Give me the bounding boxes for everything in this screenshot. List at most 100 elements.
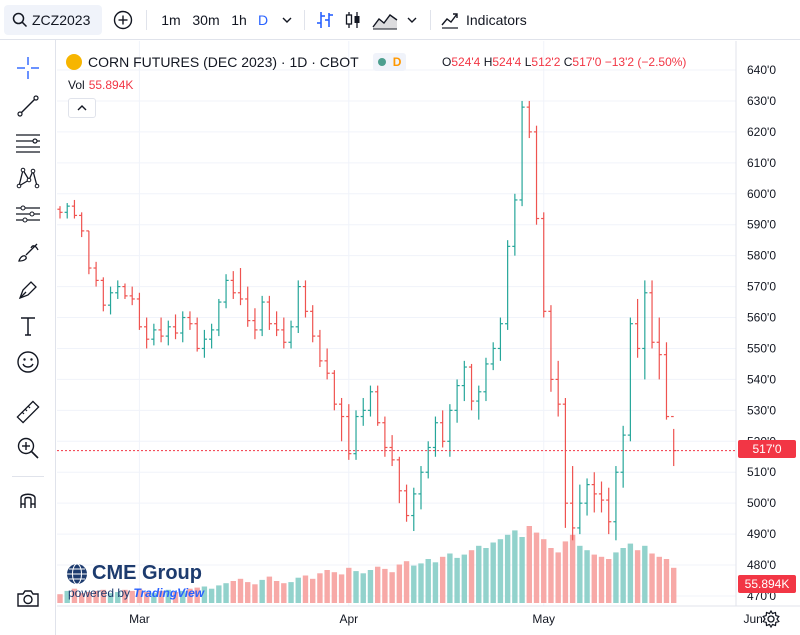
ohlc-bar — [367, 385, 374, 417]
market-status-badge[interactable]: D — [372, 53, 407, 71]
volume-bar — [346, 567, 352, 603]
smiley-icon — [17, 351, 39, 373]
symbol-legend: CORN FUTURES (DEC 2023) · 1D · CBOT D — [66, 52, 407, 72]
ohlc-bar — [447, 404, 453, 457]
volume-bar — [93, 590, 99, 603]
snapshot-button[interactable] — [16, 588, 40, 613]
volume-bar — [656, 556, 662, 603]
text-tool[interactable] — [12, 310, 44, 342]
last-volume-badge: 55.894K — [738, 575, 796, 593]
volume-bar — [288, 582, 294, 603]
price-tick-label: 560'0 — [747, 311, 776, 325]
brush-tool[interactable] — [12, 236, 44, 268]
pattern-tool[interactable] — [12, 162, 44, 194]
volume-bar — [591, 554, 597, 603]
volume-bar — [230, 581, 236, 603]
price-tick-label: 550'0 — [747, 341, 776, 355]
volume-bar — [555, 552, 561, 603]
magnet-tool[interactable] — [12, 484, 44, 516]
volume-bar — [627, 543, 634, 603]
ohlc-bar — [613, 466, 619, 541]
interval-dropdown[interactable] — [276, 5, 298, 35]
volume-bar — [519, 537, 525, 603]
tradingview-brand[interactable]: TradingView — [133, 586, 205, 600]
ohlc-bar — [642, 280, 648, 380]
toolbar-divider — [430, 10, 431, 30]
volume-bar — [86, 592, 92, 603]
legend-title[interactable]: CORN FUTURES (DEC 2023) · 1D · CBOT — [88, 54, 359, 70]
zoom-in-tool[interactable] — [12, 432, 44, 464]
ohlc-bar — [533, 125, 540, 225]
zoom-in-icon — [17, 437, 39, 459]
indicators-button[interactable]: Indicators — [440, 5, 536, 35]
volume-bar — [606, 559, 612, 603]
ohlc-bar — [598, 481, 605, 513]
fib-tool[interactable] — [12, 126, 44, 158]
ohlc-values: O524'4 H524'4 L512'2 C517'0 −13'2 (−2.50… — [442, 55, 686, 69]
ohlc-bar — [411, 487, 417, 532]
interval-1h[interactable]: 1h — [231, 12, 247, 28]
chart-settings-button[interactable] — [762, 609, 780, 633]
candles-icon — [345, 12, 360, 28]
volume-bar — [533, 532, 540, 603]
compare-symbol-button[interactable] — [110, 5, 136, 35]
high-value: 524'4 — [492, 55, 522, 69]
time-tick-label: Mar — [129, 612, 150, 626]
magnet-icon — [20, 493, 36, 508]
text-icon — [21, 317, 35, 336]
ohlc-bar — [302, 280, 309, 318]
interval-30m[interactable]: 30m — [192, 12, 220, 28]
volume-bar — [360, 573, 366, 603]
volume-bar — [71, 588, 78, 603]
search-icon — [12, 12, 28, 28]
symbol-search-button[interactable]: ZCZ2023 — [4, 5, 102, 35]
ohlc-bar — [295, 280, 301, 333]
chart-type-dropdown[interactable] — [402, 5, 422, 35]
ohlc-bar — [606, 487, 612, 535]
volume-bar — [331, 572, 338, 603]
ohlc-bar — [201, 329, 207, 358]
ohlc-bar — [396, 456, 402, 504]
volume-bar — [172, 592, 179, 603]
candles-chart-type-button[interactable] — [340, 5, 366, 35]
ohlc-bar — [165, 320, 171, 346]
measure-tool[interactable] — [12, 396, 44, 428]
ohlc-bar — [281, 317, 287, 349]
volume-value: 55.894K — [88, 78, 134, 92]
volume-bar — [143, 592, 150, 603]
market-open-dot-icon — [377, 58, 386, 66]
pen-tool[interactable] — [12, 274, 44, 306]
area-chart-type-button[interactable] — [370, 5, 400, 35]
ohlc-bar — [338, 397, 345, 442]
close-label: C — [563, 55, 573, 69]
trend-line-tool[interactable] — [12, 90, 44, 122]
top-toolbar: ZCZ2023 1m 30m 1h D Indicators — [0, 0, 800, 40]
symbol-label: ZCZ2023 — [32, 12, 91, 28]
volume-bar — [461, 554, 468, 603]
interval-1m[interactable]: 1m — [161, 12, 181, 28]
ruler-icon — [16, 400, 40, 424]
ohlc-bar — [635, 298, 641, 358]
ohlc-bar — [216, 298, 222, 337]
bars-chart-type-button[interactable] — [312, 5, 338, 35]
ohlc-bar — [144, 317, 150, 349]
crosshair-tool[interactable] — [12, 52, 44, 84]
price-chart[interactable]: 640'0 630'0 620'0 610'0 600'0 590'0 580'0 570'0… — [57, 41, 800, 635]
cme-brand-text: CME Group — [92, 562, 202, 584]
emoji-tool[interactable] — [12, 346, 44, 378]
volume-bar — [107, 593, 114, 603]
interval-d[interactable]: D — [257, 12, 269, 28]
ohlc-bar — [187, 311, 193, 330]
collapse-legend-button[interactable] — [68, 98, 96, 118]
ohlc-bar — [649, 280, 655, 349]
tool-divider — [12, 476, 44, 477]
volume-bar — [136, 588, 143, 603]
ohlc-bar — [288, 320, 294, 349]
powered-by-text: powered by TradingView — [68, 586, 204, 600]
volume-bar — [439, 556, 446, 603]
drawing-toolbar — [0, 40, 56, 635]
price-bars — [57, 100, 677, 541]
ohlc-bar — [317, 329, 323, 368]
time-axis[interactable]: MarAprMayJunJulAug — [129, 612, 800, 626]
forecast-tool[interactable] — [12, 198, 44, 230]
